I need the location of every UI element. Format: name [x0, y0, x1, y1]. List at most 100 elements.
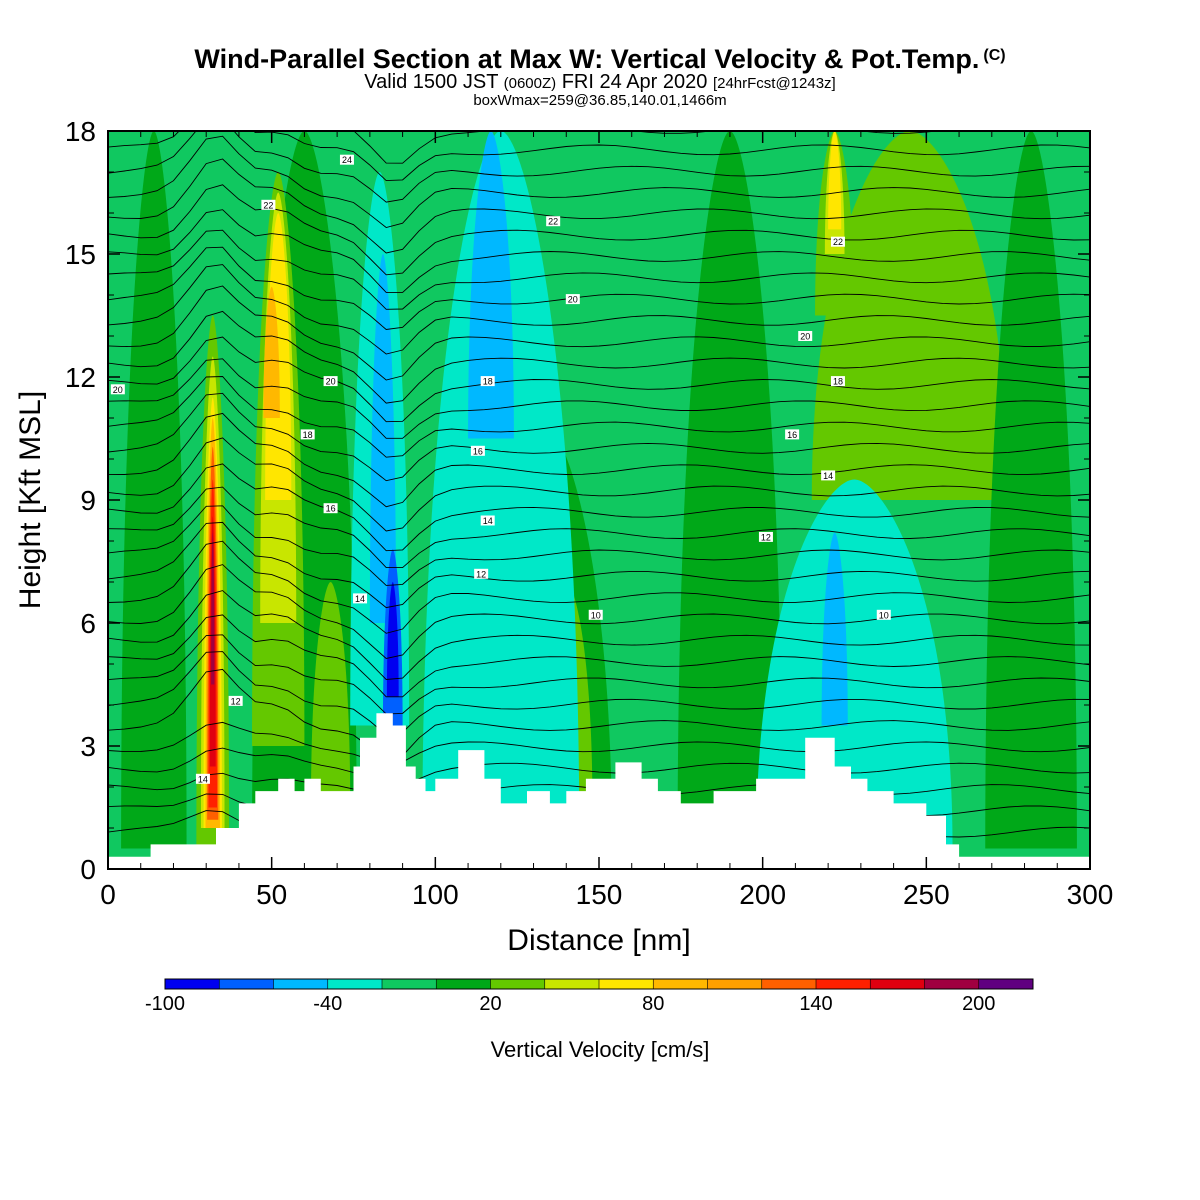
theta-label-bg	[758, 531, 773, 542]
colorbar-swatch	[165, 979, 220, 989]
field-region	[310, 582, 351, 808]
field-region	[677, 131, 783, 849]
colorbar-swatch	[816, 979, 871, 989]
theta-label: 20	[323, 376, 338, 387]
theta-label: 16	[470, 445, 485, 456]
theta-label: 16	[323, 503, 338, 514]
theta-contour	[108, 614, 1090, 698]
colorbar-swatch	[870, 979, 925, 989]
field-region	[211, 532, 215, 685]
valid-prefix: Valid 1500 JST	[364, 71, 499, 93]
theta-contour	[108, 358, 1090, 439]
valid-date: FRI 24 Apr 2020	[561, 71, 708, 93]
theta-label: 18	[480, 376, 495, 387]
theta-label-text: 22	[833, 237, 843, 247]
theta-label: 14	[195, 773, 210, 784]
x-tick-label: 0	[100, 879, 116, 910]
y-tick-label: 3	[80, 731, 96, 762]
theta-label-text: 20	[113, 385, 123, 395]
theta-contour	[108, 437, 1090, 532]
theta-label-bg	[821, 470, 836, 481]
theta-label-bg	[480, 376, 495, 387]
theta-label-text: 24	[342, 155, 352, 165]
field-region	[985, 131, 1077, 849]
theta-label-bg	[830, 376, 845, 387]
y-tick-label: 15	[65, 239, 96, 270]
theta-contour	[108, 564, 1090, 659]
theta-label-text: 12	[476, 569, 486, 579]
x-tick-label: 150	[576, 879, 623, 910]
theta-label: 14	[821, 470, 836, 481]
chart-title: Wind-Parallel Section at Max W: Vertical…	[0, 44, 1200, 75]
theta-label-bg	[353, 593, 368, 604]
colorbar-swatch	[707, 979, 763, 989]
theta-label: 12	[758, 531, 773, 542]
field-region	[263, 286, 280, 418]
valid-time: Valid 1500 JST (0600Z) FRI 24 Apr 2020 […	[0, 71, 1200, 94]
theta-label-text: 18	[303, 430, 313, 440]
theta-label: 24	[339, 154, 354, 165]
field-region	[468, 131, 514, 439]
theta-label-bg	[480, 515, 495, 526]
theta-label: 18	[300, 429, 315, 440]
y-tick-label: 9	[80, 485, 96, 516]
theta-label: 20	[798, 331, 813, 342]
theta-contour	[108, 747, 1090, 788]
theta-label-bg	[474, 568, 489, 579]
theta-label-bg	[470, 445, 485, 456]
theta-contour	[108, 590, 1090, 680]
theta-label-text: 12	[761, 532, 771, 542]
copyright-mark: (C)	[983, 47, 1006, 64]
theta-label-bg	[785, 429, 800, 440]
x-tick-label: 200	[739, 879, 786, 910]
velocity-field	[108, 131, 1090, 869]
theta-label-text: 16	[326, 504, 336, 514]
theta-contour	[108, 540, 1090, 634]
colorbar-tick-label: 80	[642, 993, 665, 1015]
theta-label-bg	[195, 773, 210, 784]
theta-contour	[108, 376, 1090, 458]
colorbar-label: Vertical Velocity [cm/s]	[490, 1037, 710, 1062]
colorbar-swatch	[219, 979, 274, 989]
axis-ticks: 0 50 100 150 200 250 300 0 3 6 9 12 15 18	[65, 116, 1114, 910]
forecast-info: [24hrFcst@1243z]	[712, 75, 836, 92]
theta-contour	[108, 310, 1090, 404]
x-tick-label: 50	[256, 879, 287, 910]
theta-contour	[108, 131, 1090, 203]
terrain	[108, 713, 1090, 869]
theta-label-bg	[300, 429, 315, 440]
theta-label: 10	[588, 609, 603, 620]
x-tick-label: 250	[903, 879, 950, 910]
y-tick-label: 0	[80, 854, 96, 885]
theta-label-text: 16	[473, 446, 483, 456]
theta-label-text: 22	[263, 200, 273, 210]
theta-contour	[108, 209, 1090, 293]
chart-title-text: Wind-Parallel Section at Max W: Vertical…	[194, 44, 980, 74]
colorbar	[164, 978, 1034, 990]
theta-label-text: 18	[483, 377, 493, 387]
theta-contour	[108, 264, 1090, 355]
theta-label-text: 20	[326, 377, 336, 387]
theta-label-text: 10	[879, 610, 889, 620]
theta-contour	[108, 634, 1090, 715]
x-tick-label: 300	[1067, 879, 1114, 910]
theta-label-bg	[588, 609, 603, 620]
theta-label: 12	[474, 568, 489, 579]
x-tick-label: 100	[412, 879, 459, 910]
theta-contour	[108, 463, 1090, 552]
theta-contour	[108, 285, 1090, 381]
colorbar-swatch	[761, 979, 817, 989]
terrain-profile	[108, 713, 1090, 869]
field-region	[821, 532, 848, 726]
theta-contour-labels: 12 14 14 16 18 20 22 24 20 10 12 14 16 18 20 22 12 14 16 18…	[110, 154, 891, 784]
theta-label: 22	[546, 216, 561, 227]
theta-label: 10	[876, 609, 891, 620]
y-tick-label: 18	[65, 116, 96, 147]
theta-label-text: 14	[198, 774, 208, 784]
theta-contour	[108, 721, 1090, 765]
theta-label-bg	[565, 294, 580, 305]
theta-label-bg	[339, 154, 354, 165]
theta-label-bg	[323, 376, 338, 387]
theta-label: 20	[565, 294, 580, 305]
theta-label-bg	[261, 199, 276, 210]
